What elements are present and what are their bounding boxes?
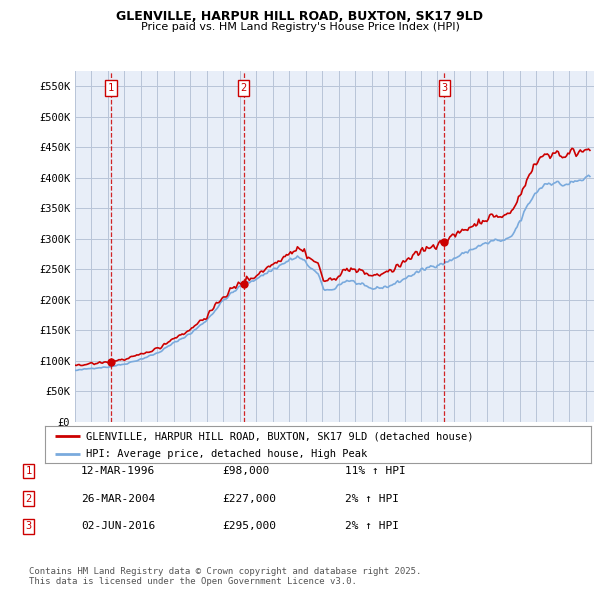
Text: 11% ↑ HPI: 11% ↑ HPI <box>345 466 406 476</box>
Text: 2% ↑ HPI: 2% ↑ HPI <box>345 494 399 503</box>
Text: 3: 3 <box>26 522 32 531</box>
Text: £295,000: £295,000 <box>222 522 276 531</box>
Text: £227,000: £227,000 <box>222 494 276 503</box>
Text: GLENVILLE, HARPUR HILL ROAD, BUXTON, SK17 9LD (detached house): GLENVILLE, HARPUR HILL ROAD, BUXTON, SK1… <box>86 431 473 441</box>
Text: 1: 1 <box>26 466 32 476</box>
Text: 02-JUN-2016: 02-JUN-2016 <box>81 522 155 531</box>
Text: £98,000: £98,000 <box>222 466 269 476</box>
Text: GLENVILLE, HARPUR HILL ROAD, BUXTON, SK17 9LD: GLENVILLE, HARPUR HILL ROAD, BUXTON, SK1… <box>116 10 484 23</box>
Text: 2% ↑ HPI: 2% ↑ HPI <box>345 522 399 531</box>
Text: 1: 1 <box>108 83 114 93</box>
Text: Price paid vs. HM Land Registry's House Price Index (HPI): Price paid vs. HM Land Registry's House … <box>140 22 460 32</box>
Text: 2: 2 <box>26 494 32 503</box>
Text: Contains HM Land Registry data © Crown copyright and database right 2025.: Contains HM Land Registry data © Crown c… <box>29 567 421 576</box>
Text: 2: 2 <box>241 83 247 93</box>
Text: 3: 3 <box>441 83 448 93</box>
Text: HPI: Average price, detached house, High Peak: HPI: Average price, detached house, High… <box>86 449 367 459</box>
Text: This data is licensed under the Open Government Licence v3.0.: This data is licensed under the Open Gov… <box>29 578 356 586</box>
Text: 26-MAR-2004: 26-MAR-2004 <box>81 494 155 503</box>
Text: 12-MAR-1996: 12-MAR-1996 <box>81 466 155 476</box>
